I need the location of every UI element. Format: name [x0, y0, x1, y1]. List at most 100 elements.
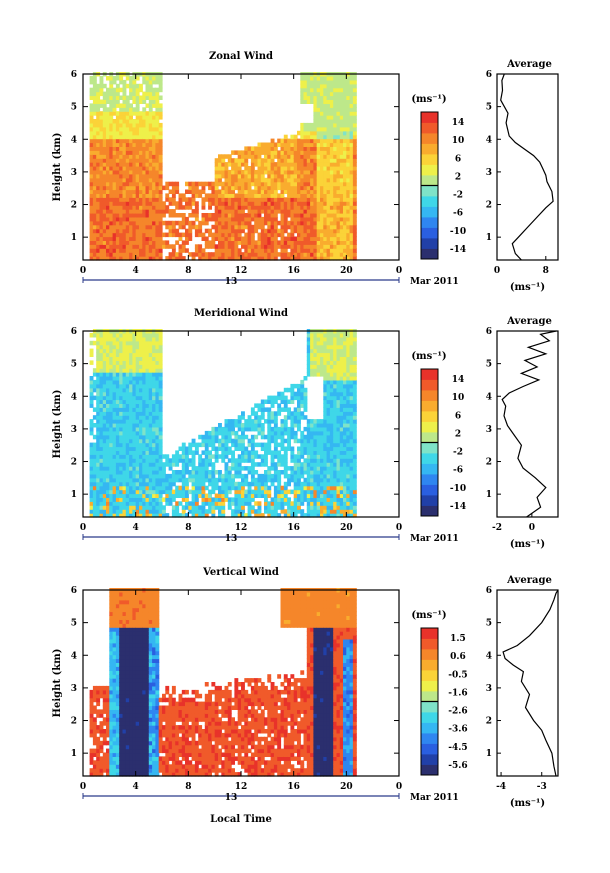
heatmap-cell	[96, 509, 101, 514]
heatmap-cell	[152, 244, 156, 249]
heatmap-cell	[109, 220, 114, 226]
heatmap-cell	[139, 442, 143, 448]
heatmap-cell	[346, 119, 351, 124]
heatmap-cell	[306, 83, 311, 89]
heatmap-cell	[168, 197, 173, 202]
heatmap-cell	[320, 220, 324, 226]
heatmap-cell	[185, 205, 189, 210]
heatmap-cell	[92, 224, 97, 230]
heatmap-cell	[326, 430, 331, 436]
heatmap-cell	[250, 232, 255, 238]
heatmap-cell	[132, 336, 137, 342]
heatmap-cell	[198, 256, 203, 261]
heatmap-cell	[125, 352, 130, 357]
heatmap-cell	[214, 185, 219, 191]
heatmap-cell	[273, 450, 278, 455]
heatmap-cell	[306, 216, 311, 222]
heatmap-cell	[313, 232, 318, 238]
heatmap-cell	[297, 407, 301, 412]
heatmap-cell	[323, 368, 328, 373]
heatmap-cell	[290, 387, 295, 393]
heatmap-cell	[346, 240, 351, 245]
heatmap-cell	[323, 252, 328, 257]
heatmap-cell	[234, 473, 239, 479]
heatmap-cell	[326, 173, 331, 179]
heatmap-cell	[270, 462, 275, 467]
heatmap-cell	[221, 509, 226, 514]
heatmap-cell	[241, 154, 245, 159]
heatmap-cell	[343, 240, 347, 245]
heatmap-cell	[96, 166, 101, 171]
heatmap-cell	[297, 213, 301, 218]
heatmap-cell	[241, 458, 245, 463]
heatmap-cell	[115, 399, 120, 404]
heatmap-cell	[148, 115, 153, 120]
heatmap-cell	[139, 173, 143, 179]
heatmap-cell	[162, 477, 166, 483]
heatmap-cell	[109, 493, 114, 498]
heatmap-cell	[349, 138, 354, 144]
heatmap-cell	[89, 423, 94, 428]
heatmap-cell	[277, 434, 282, 440]
heatmap-cell	[310, 248, 314, 253]
heatmap-cell	[96, 446, 101, 451]
heatmap-cell	[145, 193, 150, 198]
heatmap-cell	[129, 248, 133, 253]
heatmap-cell	[122, 201, 127, 206]
heatmap-cell	[115, 477, 120, 483]
heatmap-cell	[92, 107, 97, 112]
colorbar-tick-label: -2	[453, 191, 463, 201]
heatmap-cell	[106, 356, 110, 361]
heatmap-cell	[112, 177, 117, 183]
heatmap-cell	[148, 403, 153, 408]
heatmap-cell	[122, 497, 127, 502]
heatmap-cell	[218, 442, 222, 448]
heatmap-cell	[132, 415, 137, 420]
heatmap-cell	[310, 352, 314, 357]
heatmap-cell	[297, 220, 301, 226]
heatmap-cell	[254, 450, 259, 455]
heatmap-cell	[142, 399, 147, 404]
heatmap-cell	[135, 391, 140, 397]
heatmap-cell	[145, 391, 150, 397]
heatmap-cell	[194, 481, 199, 487]
heatmap-cell	[303, 181, 308, 187]
heatmap-cell	[119, 438, 124, 444]
heatmap-cell	[273, 497, 278, 502]
heatmap-cell	[290, 395, 295, 401]
heatmap-cell	[158, 364, 163, 369]
heatmap-cell	[267, 466, 272, 471]
heatmap-cell	[287, 481, 291, 487]
heatmap-cell	[109, 134, 114, 140]
heatmap-cell	[306, 470, 311, 475]
heatmap-cell	[346, 220, 351, 226]
heatmap-cell	[343, 138, 347, 144]
heatmap-cell	[267, 434, 272, 440]
heatmap-cell	[188, 236, 193, 241]
heatmap-cell	[152, 466, 156, 471]
heatmap-cell	[211, 473, 216, 479]
heatmap-cell	[102, 481, 107, 487]
heatmap-cell	[142, 470, 147, 475]
heatmap-cell	[96, 256, 101, 261]
heatmap-cell	[250, 162, 255, 167]
heatmap-cell	[303, 177, 308, 183]
heatmap-cell	[115, 462, 120, 467]
heatmap-cell	[99, 224, 104, 230]
heatmap-cell	[92, 146, 97, 151]
heatmap-cell	[329, 232, 334, 238]
heatmap-cell	[178, 224, 183, 230]
heatmap-cell	[237, 150, 242, 155]
heatmap-cell	[162, 509, 166, 514]
heatmap-cell	[106, 154, 110, 159]
heatmap-cell	[112, 403, 117, 408]
heatmap-cell	[132, 122, 137, 128]
heatmap-cell	[273, 423, 278, 428]
heatmap-cell	[112, 248, 117, 253]
heatmap-cell	[250, 466, 255, 471]
heatmap-cell	[267, 446, 272, 451]
heatmap-cell	[106, 368, 110, 373]
heatmap-cell	[218, 470, 222, 475]
heatmap-cell	[135, 485, 140, 491]
heatmap-cell	[214, 454, 219, 459]
